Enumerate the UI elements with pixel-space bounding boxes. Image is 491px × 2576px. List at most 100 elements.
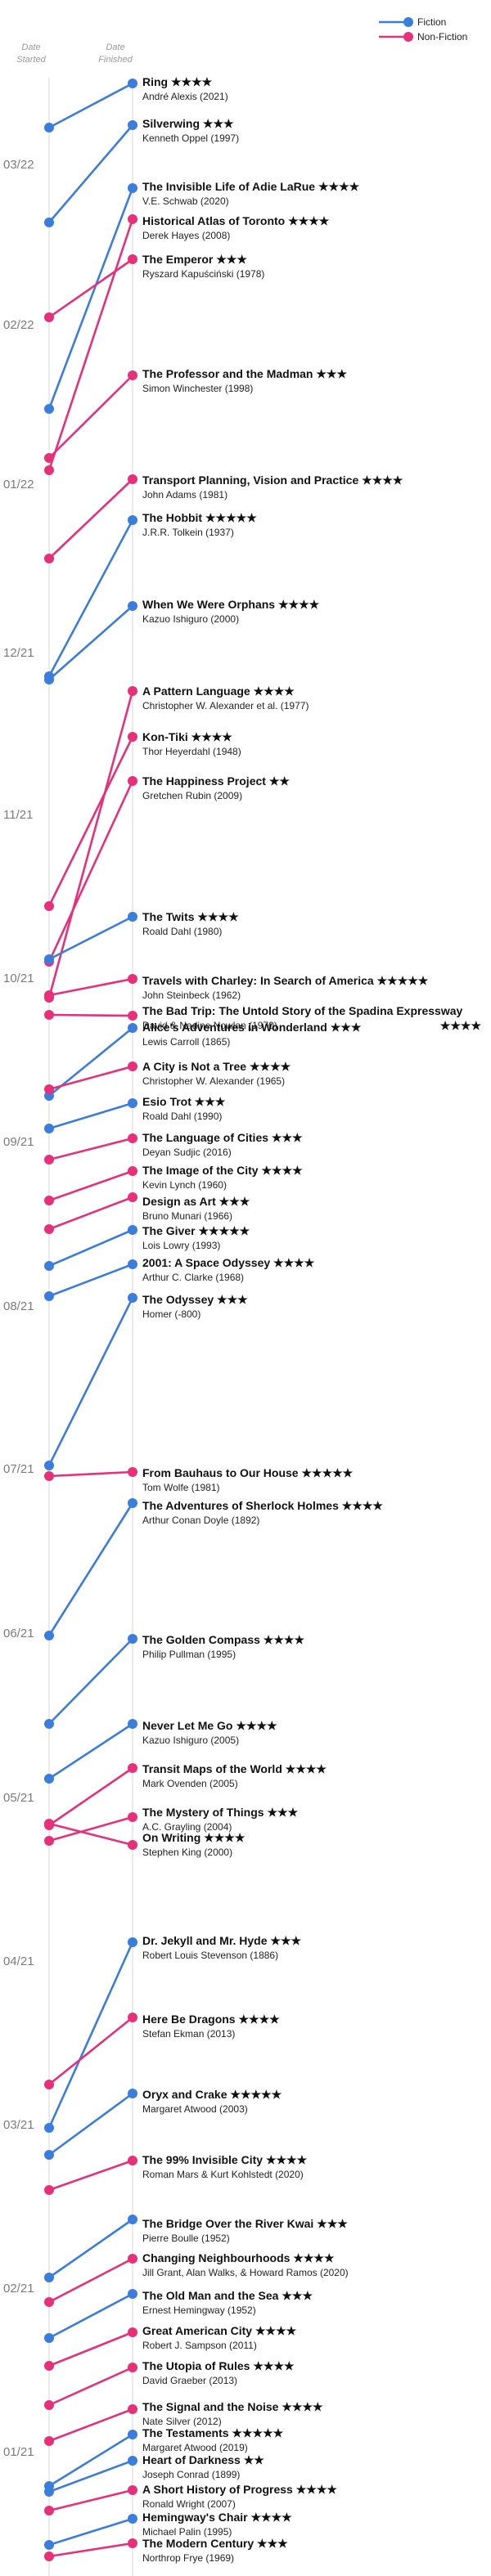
book-title-text: The Twits <box>142 910 195 923</box>
start-point <box>44 1261 54 1271</box>
book-title-text: Oryx and Crake <box>142 2088 227 2101</box>
series-line <box>47 2016 134 2086</box>
book-connector <box>44 974 137 1000</box>
month-label: 02/22 <box>3 318 34 332</box>
book-title: The Testaments ★★★★★ <box>142 2426 284 2439</box>
book-title: Transport Planning, Vision and Practice … <box>142 473 403 487</box>
book-author: Michael Palin (1995) <box>142 2526 232 2538</box>
start-point <box>44 218 54 227</box>
start-point <box>44 1836 54 1846</box>
book-stars: ★★★ <box>264 1806 299 1819</box>
book-stars: ★★★★ <box>263 2153 308 2166</box>
series-line <box>47 478 134 560</box>
finish-point <box>128 1634 137 1644</box>
book-title: The Bridge Over the River Kwai ★★★ <box>142 2217 348 2230</box>
series-line <box>47 735 134 908</box>
book-author: Robert Louis Stevenson (1886) <box>142 1950 278 1961</box>
book-title: The Emperor ★★★ <box>142 253 247 266</box>
book-author: Christopher W. Alexander et al. (1977) <box>142 700 309 711</box>
book-title-text: The Signal and the Noise <box>142 2400 279 2413</box>
book-connector <box>44 912 137 964</box>
start-point <box>44 312 54 322</box>
book-connector <box>44 1937 137 2133</box>
book-label: 2001: A Space Odyssey ★★★★ Arthur C. Clar… <box>142 1256 315 1283</box>
book-connector <box>44 2430 137 2491</box>
start-point <box>44 404 54 414</box>
finish-point <box>128 1840 137 1850</box>
book-title: The 99% Invisible City ★★★★ <box>142 2153 308 2166</box>
book-title-text: Great American City <box>142 2324 252 2337</box>
finish-point <box>128 1098 137 1108</box>
book-author: Simon Winchester (1998) <box>142 383 253 394</box>
book-label: Kon-Tiki ★★★★ Thor Heyerdahl (1948) <box>142 730 241 757</box>
book-title-text: The Testaments <box>142 2426 229 2439</box>
finish-point <box>128 2538 137 2548</box>
book-label: The Mystery of Things ★★★ A.C. Grayling (… <box>142 1806 299 1833</box>
start-point <box>44 2487 54 2497</box>
start-point <box>44 2150 54 2160</box>
book-title-text: The Modern Century <box>142 2537 254 2550</box>
finish-point <box>128 474 137 484</box>
start-point <box>44 1010 54 1020</box>
month-label: 01/22 <box>3 478 34 491</box>
book-title-text: Never Let Me Go <box>142 1719 232 1732</box>
book-title-text: Esio Trot <box>142 1095 191 1108</box>
book-connector <box>44 183 137 414</box>
book-title-text: The Utopia of Rules <box>142 2359 250 2372</box>
month-label: 08/21 <box>3 1299 34 1313</box>
book-connector <box>44 1225 137 1271</box>
finish-point <box>128 2215 137 2224</box>
book-title: The Giver ★★★★★ <box>142 1224 250 1237</box>
start-point <box>44 2333 54 2343</box>
month-label: 01/21 <box>3 2445 34 2459</box>
finish-point <box>128 1719 137 1729</box>
book-title-text: Transport Planning, Vision and Practice <box>142 473 358 487</box>
series-line <box>47 374 134 460</box>
book-title: Dr. Jekyll and Mr. Hyde ★★★ <box>142 1934 302 1947</box>
book-title: A Pattern Language ★★★★ <box>142 684 295 698</box>
book-author: Joseph Conrad (1899) <box>142 2469 240 2480</box>
series-line <box>47 1637 134 1726</box>
book-connector <box>44 1166 137 1205</box>
book-title-text: A City is Not a Tree <box>142 1060 246 1073</box>
book-title: The Old Man and the Sea ★★★ <box>142 2289 313 2302</box>
series-line <box>47 1815 134 1842</box>
book-author: Roald Dahl (1990) <box>142 1111 222 1122</box>
book-connector <box>44 1023 137 1101</box>
series-line <box>47 258 134 319</box>
book-stars: ★★★★★ <box>374 974 429 987</box>
series-line <box>47 1296 134 1467</box>
series-line <box>47 1169 134 1202</box>
book-author: Mark Ovenden (2005) <box>142 1778 238 1789</box>
book-label: The Golden Compass ★★★★ Philip Pullman (1… <box>142 1633 304 1660</box>
finish-point <box>128 1133 137 1143</box>
book-author: André Alexis (2021) <box>142 91 228 102</box>
series-line <box>47 218 134 472</box>
book-stars: ★★★ <box>268 1934 302 1947</box>
book-connector <box>44 254 137 322</box>
book-author: Stefan Ekman (2013) <box>142 2028 235 2040</box>
series-line <box>47 1470 134 1478</box>
series-line <box>47 915 134 961</box>
book-title-text: From Bauhaus to Our House <box>142 1466 299 1479</box>
book-stars: ★★★★ <box>200 1831 246 1844</box>
book-title-text: 2001: A Space Odyssey <box>142 1256 270 1269</box>
finish-point <box>128 1225 137 1235</box>
book-connector <box>44 120 137 227</box>
book-title: The Utopia of Rules ★★★★ <box>142 2359 295 2372</box>
book-stars: ★★★★ <box>282 1762 327 1775</box>
start-point <box>44 1461 54 1470</box>
start-point <box>44 1819 54 1829</box>
finish-point <box>128 2089 137 2098</box>
start-point <box>44 954 54 964</box>
book-stars: ★★★ <box>191 1095 226 1108</box>
finish-point <box>128 2404 137 2414</box>
start-point <box>44 554 54 563</box>
series-line <box>47 2092 134 2156</box>
start-point <box>44 901 54 911</box>
series-line <box>47 977 134 997</box>
series-line <box>47 1766 134 1827</box>
book-label: The Old Man and the Sea ★★★ Ernest Heming… <box>142 2289 313 2316</box>
book-author: Arthur C. Clarke (1968) <box>142 1272 244 1283</box>
series-line <box>47 2459 134 2493</box>
